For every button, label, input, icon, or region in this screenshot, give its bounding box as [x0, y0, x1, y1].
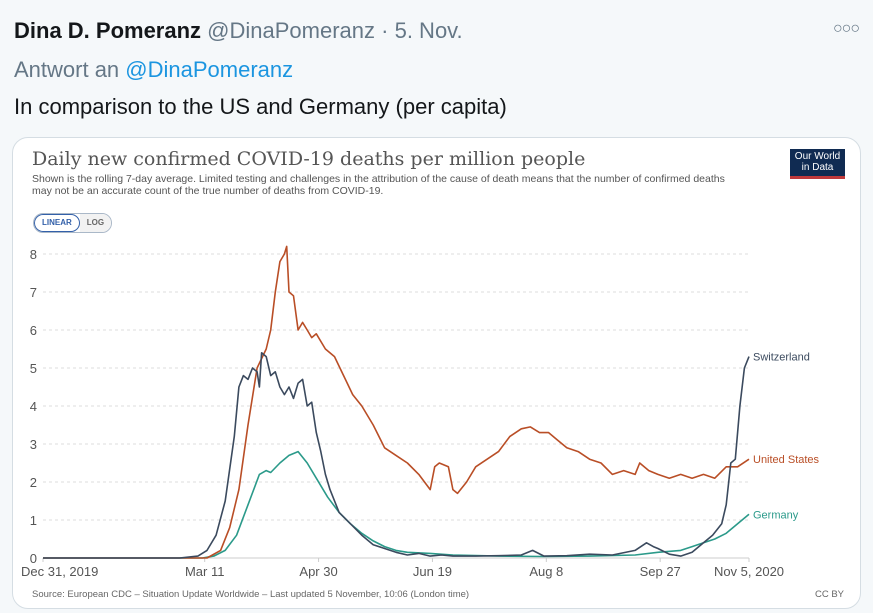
x-tick-label: Apr 30: [299, 564, 337, 579]
x-tick-label: Sep 27: [640, 564, 681, 579]
tweet-text: In comparison to the US and Germany (per…: [14, 94, 507, 119]
tweet-header: Dina D. Pomeranz @DinaPomeranz · 5. Nov.: [14, 18, 463, 44]
source-note: Source: European CDC – Situation Update …: [32, 589, 470, 600]
chart-subtitle: Shown is the rolling 7-day average. Limi…: [32, 173, 725, 197]
x-tick-label: Jun 19: [413, 564, 452, 579]
series-line-switzerland: [43, 352, 750, 559]
chart-card[interactable]: Daily new confirmed COVID-19 deaths per …: [12, 137, 861, 609]
x-tick-label: Mar 11: [185, 564, 225, 579]
tweet-date[interactable]: 5. Nov.: [394, 18, 463, 43]
reply-handle-link[interactable]: @DinaPomeranz: [125, 57, 294, 82]
reply-prefix: Antwort an: [14, 57, 126, 82]
scale-toggle: LINEAR LOG: [33, 213, 113, 233]
chart-title: Daily new confirmed COVID-19 deaths per …: [32, 148, 586, 170]
logo-line2: in Data: [801, 162, 834, 173]
author-name[interactable]: Dina D. Pomeranz: [14, 18, 202, 43]
reply-context: Antwort an @DinaPomeranz: [14, 57, 293, 83]
author-handle[interactable]: @DinaPomeranz: [207, 18, 376, 43]
header-separator: ·: [375, 18, 395, 43]
series-line-united-states: [43, 245, 750, 559]
linear-button[interactable]: LINEAR: [34, 214, 80, 232]
y-tick-label: 4: [30, 399, 37, 414]
y-tick-label: 5: [30, 361, 37, 376]
x-tick-label: Aug 8: [529, 564, 563, 579]
x-tick-label: Dec 31, 2019: [21, 564, 98, 579]
line-chart: 0 1 2 3 4 5 6 7 8 Dec 31, 2019 Mar 11 Apr 30 Jun 19 A…: [21, 245, 820, 579]
x-tick-label: Nov 5, 2020: [714, 564, 784, 579]
y-tick-label: 0: [30, 551, 37, 566]
license-link[interactable]: CC BY: [814, 589, 844, 600]
logo-line1: Our World: [794, 151, 841, 162]
y-tick-label: 3: [30, 437, 37, 452]
series-label-germany: Germany: [753, 509, 799, 521]
y-tick-label: 6: [30, 323, 37, 338]
y-tick-label: 8: [30, 247, 37, 262]
series-label-switzerland: Switzerland: [753, 352, 810, 364]
series-label-united-states: United States: [753, 454, 820, 466]
series-line-germany: [43, 450, 750, 559]
owid-logo[interactable]: Our World in Data: [790, 149, 845, 179]
y-tick-label: 2: [30, 475, 37, 490]
y-tick-label: 1: [30, 513, 37, 528]
more-icon[interactable]: ○○○: [833, 20, 860, 37]
log-button[interactable]: LOG: [79, 214, 112, 232]
y-tick-label: 7: [30, 285, 37, 300]
